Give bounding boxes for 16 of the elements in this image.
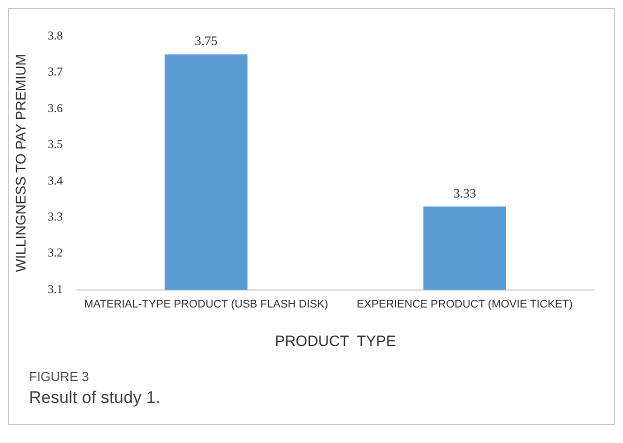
y-tick-label: 3.1 bbox=[48, 282, 63, 296]
data-label: 3.33 bbox=[453, 185, 476, 200]
caption: FIGURE 3 bbox=[29, 369, 90, 384]
y-tick-label: 3.7 bbox=[48, 64, 63, 79]
y-tick-label: 3.5 bbox=[48, 137, 63, 152]
y-axis-title: WILLINGNESS TO PAY PREMIUM bbox=[12, 54, 28, 272]
y-tick-label: 3.8 bbox=[48, 28, 63, 42]
text: Result of study 1. bbox=[29, 388, 162, 408]
y-tick-label: 3.6 bbox=[48, 100, 63, 115]
x-tick-label: EXPERIENCE PRODUCT (MOVIE TICKET) bbox=[356, 298, 573, 310]
data-label: 3.75 bbox=[194, 33, 218, 48]
x-tick-label: MATERIAL-TYPE PRODUCT (USB FLASH DISK) bbox=[84, 298, 328, 310]
y-tick-label: 3.2 bbox=[48, 246, 63, 260]
y-tick-label: 3.3 bbox=[48, 210, 63, 224]
x-axis-title: PRODUCT TYPE bbox=[274, 333, 396, 350]
y-tick-label: 3.4 bbox=[48, 173, 63, 188]
